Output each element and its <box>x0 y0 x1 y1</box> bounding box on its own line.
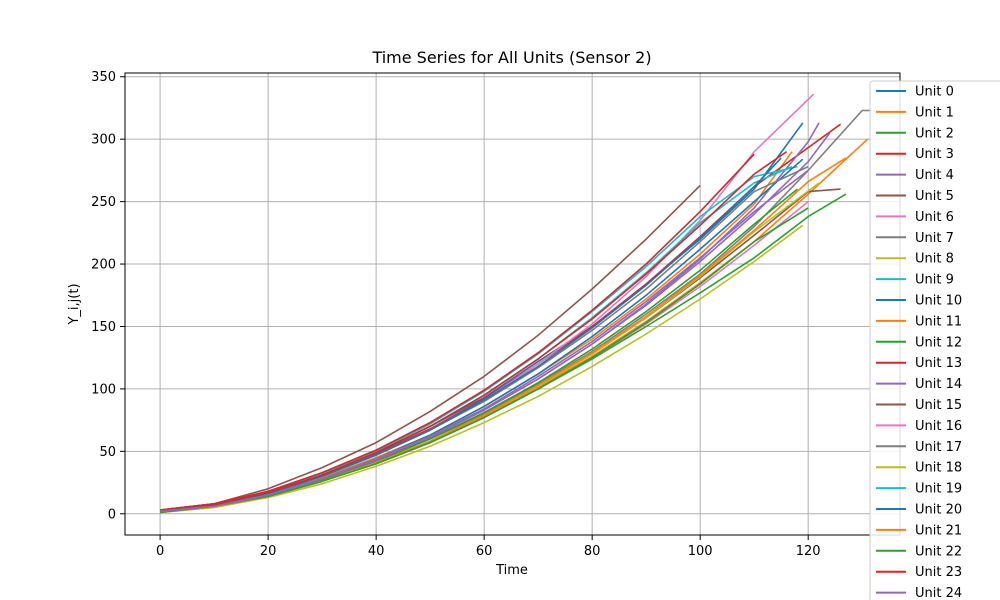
y-axis-label: Y_i,j(t) <box>67 283 82 325</box>
legend-label: Unit 13 <box>915 356 962 371</box>
legend-label: Unit 16 <box>915 419 962 434</box>
series-line-unit-4 <box>160 122 820 514</box>
legend-label: Unit 22 <box>915 544 962 559</box>
series-line-unit-13 <box>160 153 755 511</box>
y-tick-label: 50 <box>99 445 116 460</box>
y-tick-label: 200 <box>91 258 116 273</box>
legend-label: Unit 10 <box>915 294 962 309</box>
x-axis-label: Time <box>495 563 528 578</box>
legend-label: Unit 11 <box>915 314 962 329</box>
x-tick-label: 40 <box>368 544 385 559</box>
x-tick-label: 60 <box>476 544 493 559</box>
legend-label: Unit 7 <box>915 231 954 246</box>
series-line-unit-0 <box>160 122 804 513</box>
legend: Unit 0 Unit 1 Unit 2 Unit 3 Unit 4 Unit 5 Unit… <box>869 80 1000 600</box>
legend-label: Unit 3 <box>915 147 954 162</box>
series-line-unit-23 <box>160 151 788 513</box>
legend-label: Unit 18 <box>915 461 962 476</box>
legend-label: Unit 8 <box>915 252 954 267</box>
x-ticks: 0 20 40 60 80 100 120 <box>156 535 821 559</box>
y-ticks: 0 50 100 150 200 250 300 350 <box>91 70 125 522</box>
series-line-unit-8 <box>160 224 804 514</box>
legend-label: Unit 9 <box>915 273 954 288</box>
legend-label: Unit 24 <box>915 586 962 600</box>
legend-label: Unit 20 <box>915 503 962 518</box>
series-layer <box>160 93 873 514</box>
series-line-unit-3 <box>160 123 842 511</box>
y-tick-label: 100 <box>91 382 116 397</box>
series-line-unit-6 <box>160 93 815 513</box>
legend-label: Unit 1 <box>915 105 954 120</box>
legend-label: Unit 21 <box>915 523 962 538</box>
y-tick-label: 250 <box>91 195 116 210</box>
legend-label: Unit 6 <box>915 210 954 225</box>
x-tick-label: 80 <box>584 544 601 559</box>
legend-label: Unit 14 <box>915 377 962 392</box>
series-line-unit-24 <box>160 132 831 513</box>
plot-frame <box>124 72 901 536</box>
series-line-unit-20 <box>160 157 782 513</box>
x-tick-label: 100 <box>688 544 713 559</box>
legend-label: Unit 17 <box>915 440 962 455</box>
legend-label: Unit 19 <box>915 482 962 497</box>
legend-label: Unit 23 <box>915 565 962 580</box>
y-tick-label: 150 <box>91 320 116 335</box>
legend-label: Unit 2 <box>915 126 954 141</box>
y-tick-label: 0 <box>108 507 116 522</box>
legend-label: Unit 0 <box>915 85 954 100</box>
y-tick-label: 300 <box>91 133 116 148</box>
legend-label: Unit 15 <box>915 398 962 413</box>
x-tick-label: 0 <box>156 544 164 559</box>
legend-label: Unit 5 <box>915 189 954 204</box>
legend-label: Unit 12 <box>915 335 962 350</box>
series-line-unit-1 <box>160 151 793 513</box>
y-tick-label: 350 <box>91 70 116 85</box>
chart-title: Time Series for All Units (Sensor 2) <box>371 48 651 67</box>
grid <box>125 73 900 535</box>
legend-box <box>869 80 1000 600</box>
x-tick-label: 20 <box>260 544 277 559</box>
series-line-unit-5 <box>160 184 701 511</box>
legend-label: Unit 4 <box>915 168 954 183</box>
series-line-unit-22 <box>160 207 809 514</box>
x-tick-label: 120 <box>796 544 821 559</box>
